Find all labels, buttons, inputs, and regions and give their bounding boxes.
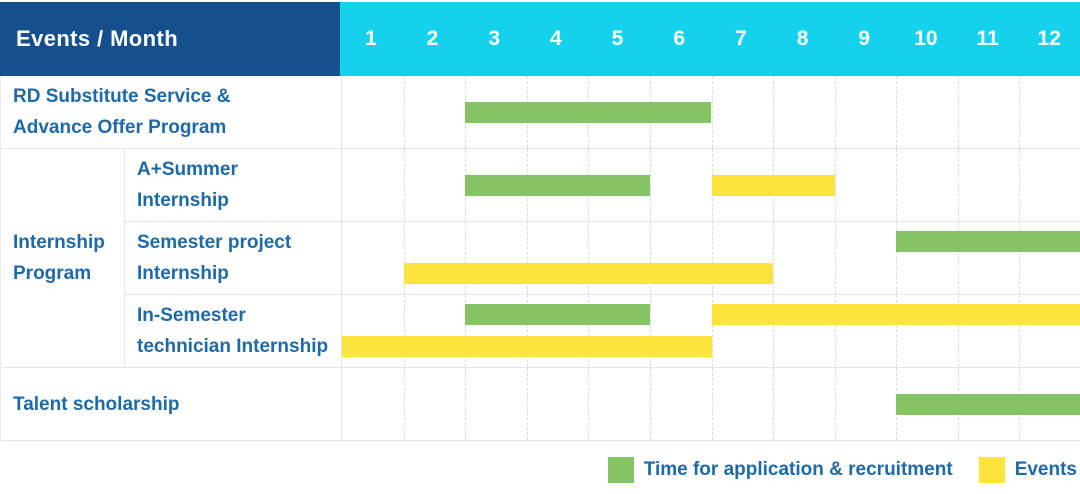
month-gridline [711,295,713,367]
month-gridline [465,295,467,367]
row-label-in-semester-technician: In-Semester technician Internship [124,295,341,368]
row-label-line: Semester project [137,232,292,253]
month-label: 7 [735,27,747,50]
gantt-lane-talent-scholarship [341,368,1080,441]
month-gridline [834,295,836,367]
month-gridline [957,76,959,148]
month-label: 6 [673,27,686,50]
gantt-lane-rd-substitute [341,76,1080,149]
month-gridline [834,76,836,148]
legend-item-events: Events [978,457,1077,483]
month-gridline [649,368,651,440]
month-gridline [1019,149,1021,221]
group-label-line: Program [13,263,92,284]
month-label: 4 [550,27,562,50]
month-label: 10 [914,27,938,50]
gantt-lane-a-summer [341,149,1080,222]
month-gridline [773,368,775,440]
gantt-bar-recruitment [465,175,650,196]
month-gridline [1019,76,1021,148]
gantt-bar-event [403,263,774,284]
month-gridline [649,295,651,367]
month-label: 12 [1037,27,1061,50]
gantt-bar-recruitment [896,231,1080,252]
gantt-lane-semester-project [341,222,1080,295]
gantt-bar-event [711,175,835,196]
month-gridline [711,76,713,148]
row-label-line: In-Semester [137,305,246,326]
month-gridline [465,222,467,294]
month-gridline [773,295,775,367]
month-gridline [403,222,405,294]
month-gridline [773,76,775,148]
month-gridline [526,368,528,440]
row-label-semester-project: Semester project Internship [124,222,341,295]
legend: Time for application & recruitment Event… [607,456,1077,484]
group-label-internship-program: Internship Program [1,149,124,368]
row-label-line: Advance Offer Program [13,117,227,138]
month-gridline [896,222,898,294]
month-gridline [403,368,405,440]
month-gridline [834,149,836,221]
month-label: 11 [976,27,999,50]
row-label-line: technician Internship [137,336,329,357]
legend-item-recruitment: Time for application & recruitment [607,457,953,483]
month-gridline [1019,295,1021,367]
row-label-line: A+Summer [137,159,238,180]
gantt-lane-in-semester [341,295,1080,368]
legend-label: Events [1014,459,1077,480]
gantt-bar-recruitment [465,102,712,123]
table-body: RD Substitute Service & Advance Offer Pr… [0,76,1080,441]
gantt-bar-event [711,304,1080,325]
month-gridline [588,368,590,440]
gantt-bar-recruitment [465,304,650,325]
month-gridline [588,295,590,367]
month-gridline [711,368,713,440]
gantt-bar-recruitment [896,394,1080,415]
month-label: 8 [796,27,809,50]
month-gridline [1019,222,1021,294]
month-gridline [957,222,959,294]
row-label-rd-substitute: RD Substitute Service & Advance Offer Pr… [1,76,341,149]
month-gridline [834,222,836,294]
month-gridline [711,222,713,294]
table-header-row: Events / Month 1 2 3 4 5 6 7 8 9 10 11 12 [0,2,1080,76]
month-gridline [896,295,898,367]
month-gridline [896,149,898,221]
month-label: 1 [364,27,377,50]
group-label-line: Internship [13,232,105,253]
events-month-header: Events / Month [0,2,340,76]
schedule-table: Events / Month 1 2 3 4 5 6 7 8 9 10 11 12 RD Substi… [0,2,1080,441]
month-gridline [526,295,528,367]
month-gridline [649,149,651,221]
recruitment-color-swatch-icon [607,457,634,483]
month-gridline [588,222,590,294]
month-gridline [773,222,775,294]
row-label-a-summer-internship: A+Summer Internship [124,149,341,222]
row-label-line: Internship [137,190,229,211]
month-gridline [649,222,651,294]
event-color-swatch-icon [978,457,1005,483]
month-gridline [957,149,959,221]
month-header: 1 2 3 4 5 6 7 8 9 10 11 12 [340,2,1080,76]
month-label: 3 [488,27,501,50]
month-gridline [957,295,959,367]
month-label: 2 [426,27,439,50]
month-gridline [403,149,405,221]
row-label-line: RD Substitute Service & [13,86,231,107]
month-gridline [896,76,898,148]
gantt-bar-event [342,336,712,357]
month-gridline [403,295,405,367]
month-gridline [465,368,467,440]
month-gridline [403,76,405,148]
month-label: 5 [611,27,624,50]
row-label-talent-scholarship: Talent scholarship [1,368,341,441]
month-label: 9 [858,27,871,50]
month-gridline [526,222,528,294]
month-gridline [834,368,836,440]
legend-label: Time for application & recruitment [643,459,953,480]
row-label-line: Talent scholarship [13,393,180,415]
row-label-line: Internship [137,263,229,284]
